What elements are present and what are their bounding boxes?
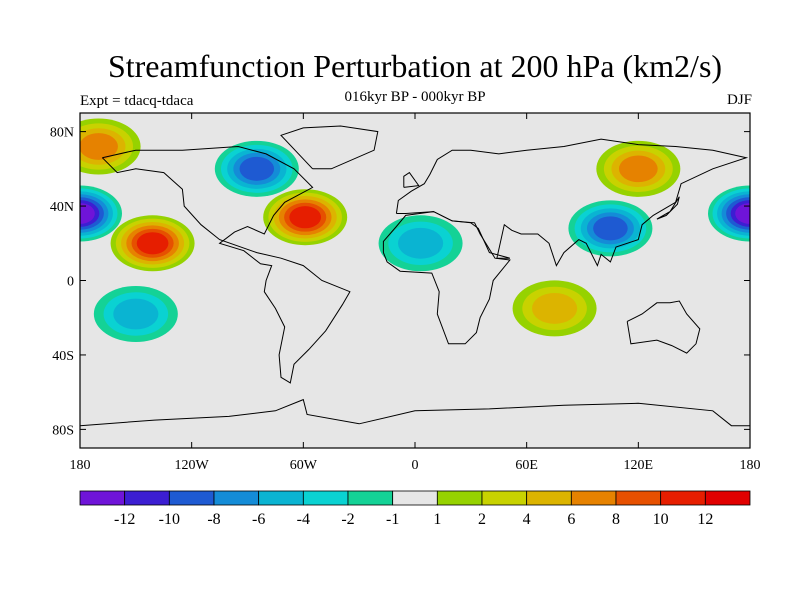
colorbar-swatch [660, 490, 706, 506]
y-tick-label: 80S [52, 423, 74, 438]
colorbar-label: 6 [567, 511, 575, 528]
y-tick-label: 0 [67, 275, 74, 290]
coastline-3 [626, 300, 701, 354]
colorbar-swatch [79, 490, 126, 506]
x-tick-label: 180 [740, 458, 761, 473]
coastline-5 [80, 398, 750, 427]
colorbar-swatch [704, 490, 751, 506]
y-tick-label: 80N [50, 126, 74, 141]
colorbar-label: -12 [114, 511, 135, 528]
colorbar-swatch [392, 490, 438, 506]
colorbar-swatch [258, 490, 304, 506]
axis-ticks: 180 120W 60W 0 60E 120E 180 80N 40N 0 40S 80S [50, 113, 761, 473]
coastline-2 [382, 211, 511, 345]
colorbar-label: 2 [478, 511, 486, 528]
colorbar-label: -6 [252, 511, 265, 528]
contour-low-south-pacific [113, 298, 159, 330]
coastline-7 [656, 196, 680, 220]
colorbar-swatch [168, 490, 215, 506]
colorbar-label: -10 [159, 511, 180, 528]
colorbar-swatch [347, 490, 394, 506]
colorbar-label: 8 [612, 511, 620, 528]
contour-high-west-atlantic [289, 206, 322, 229]
colorbar-swatch [526, 490, 572, 506]
coastline-6 [403, 171, 420, 188]
chart-title: Streamfunction Perturbation at 200 hPa (… [107, 48, 723, 84]
colorbar: -12 -10 -8 -6 -4 -2 -1 1 2 4 6 8 10 12 [79, 490, 751, 528]
colorbar-swatch [436, 490, 483, 506]
experiment-label: Expt = tdacq-tdaca [80, 93, 194, 109]
colorbar-label: -8 [207, 511, 220, 528]
colorbar-label: 1 [433, 511, 441, 528]
contour-high-siberia [619, 155, 658, 183]
contour-low-north-pacific-east [735, 203, 750, 224]
contour-low-north-pacific-west [80, 203, 95, 224]
coastlines [80, 125, 750, 427]
coastline-1 [395, 138, 749, 267]
colorbar-label: 4 [523, 511, 531, 528]
colorbar-swatch [570, 490, 617, 506]
colorbar-swatch [615, 490, 662, 506]
contour-low-atlantic [398, 227, 444, 259]
colorbar-label: -2 [341, 511, 354, 528]
x-tick-label: 0 [412, 458, 419, 473]
coastline-0 [101, 145, 351, 384]
contour-low-central-asia [593, 216, 628, 241]
x-tick-label: 120W [175, 458, 210, 473]
colorbar-swatch [213, 490, 260, 506]
colorbar-label: -4 [297, 511, 310, 528]
x-tick-label: 60E [515, 458, 538, 473]
x-tick-label: 120E [624, 458, 654, 473]
chart-subtitle: 016kyr BP - 000kyr BP [344, 89, 486, 105]
colorbar-swatch [481, 490, 528, 506]
colorbar-swatch [124, 490, 170, 506]
streamfunction-field [80, 113, 750, 448]
colorbar-label: 12 [697, 511, 713, 528]
colorbar-label: 10 [653, 511, 669, 528]
y-tick-label: 40N [50, 200, 74, 215]
x-tick-label: 60W [290, 458, 318, 473]
colorbar-label: -1 [386, 511, 399, 528]
season-label: DJF [726, 92, 752, 108]
y-tick-label: 40S [52, 349, 74, 364]
contour-high-southern-indian [532, 292, 578, 324]
contour-high-central-pacific [136, 232, 169, 255]
contour-low-north-america [239, 156, 275, 181]
contour-high-arctic-pacific [80, 133, 118, 160]
coastline-4 [280, 125, 379, 170]
x-tick-label: 180 [70, 458, 91, 473]
colorbar-swatch [302, 490, 349, 506]
